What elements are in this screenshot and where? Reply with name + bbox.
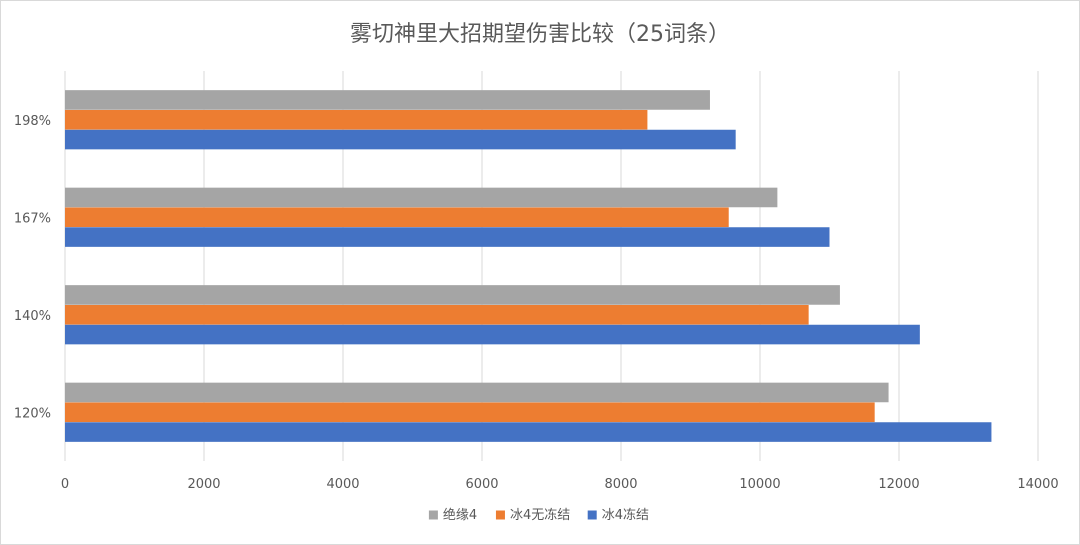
legend-swatch xyxy=(587,510,597,520)
legend-swatch xyxy=(495,510,505,520)
y-tick-label: 140% xyxy=(14,309,51,324)
legend-label: 冰4无冻结 xyxy=(510,507,570,523)
bar xyxy=(65,304,809,325)
x-tick-label: 10000 xyxy=(739,477,780,492)
x-tick-label: 8000 xyxy=(604,477,637,492)
bar xyxy=(65,285,840,305)
bar xyxy=(65,402,875,423)
bar xyxy=(65,324,920,345)
bar xyxy=(65,109,648,130)
legend-item: 冰4冻结 xyxy=(587,507,649,523)
legend-label: 绝缘4 xyxy=(443,507,477,523)
y-tick-label: 167% xyxy=(14,211,51,226)
bar xyxy=(65,207,729,228)
x-tick-label: 0 xyxy=(61,477,69,492)
bar xyxy=(65,129,736,150)
legend: 绝缘4 冰4无冻结 冰4冻结 xyxy=(428,507,649,523)
bar xyxy=(65,187,778,208)
x-tick-label: 6000 xyxy=(465,477,498,492)
y-tick-label: 198% xyxy=(14,114,51,129)
bar xyxy=(65,227,830,247)
x-tick-label: 4000 xyxy=(326,477,359,492)
bar xyxy=(65,90,710,110)
legend-item: 绝缘4 xyxy=(428,507,477,523)
y-tick-label: 120% xyxy=(14,406,51,421)
y-axis: 120% 140% 167% 198% xyxy=(14,114,51,422)
x-tick-label: 14000 xyxy=(1017,477,1058,492)
x-tick-label: 12000 xyxy=(878,477,919,492)
bars xyxy=(65,90,992,442)
bar xyxy=(65,382,889,403)
legend-swatch xyxy=(428,510,438,520)
chart-title: 雾切神里大招期望伤害比较（25词条） xyxy=(350,22,730,47)
legend-item: 冰4无冻结 xyxy=(495,507,570,523)
x-axis: 0 2000 4000 6000 8000 10000 12000 14000 xyxy=(61,477,1059,492)
legend-label: 冰4冻结 xyxy=(602,507,649,523)
bar xyxy=(65,422,992,442)
x-tick-label: 2000 xyxy=(187,477,220,492)
